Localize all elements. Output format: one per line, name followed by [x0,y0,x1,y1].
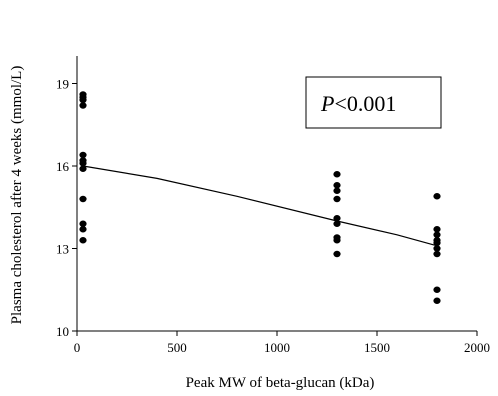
data-point [333,187,341,194]
data-point [333,237,341,244]
x-tick-label: 1000 [264,340,290,355]
p-value-annotation: P<0.001 [320,91,396,116]
data-point [433,250,441,258]
data-point [333,171,341,178]
axes: 10 13 16 19 0 500 1000 1500 2000 [56,56,490,355]
y-tick-label: 16 [56,159,70,174]
x-axis-title: Peak MW of beta-glucan (kDa) [186,375,375,391]
trend-line [82,165,438,247]
trend-line-group [82,165,438,247]
data-point [433,286,441,293]
data-point [79,96,87,104]
data-point [433,231,441,238]
data-point [79,151,87,159]
x-tick-label: 500 [167,340,187,355]
p-value-italic: P [320,91,334,116]
y-tick-label: 19 [56,77,69,92]
data-point [433,226,441,233]
data-point [79,102,87,109]
data-point [333,182,341,189]
data-point [433,239,441,247]
data-points [79,91,441,304]
data-point [333,220,341,227]
data-point [79,195,87,203]
data-point [433,193,441,200]
y-tick-label: 10 [56,324,69,339]
annotation-box: P<0.001 [305,76,442,129]
x-tick-label: 1500 [364,340,390,355]
data-point [79,165,87,172]
data-point [333,195,341,203]
data-point [333,215,341,222]
x-tick-label: 2000 [464,340,490,355]
data-point [79,237,87,244]
data-point [333,250,341,258]
data-point [79,160,87,167]
data-point [79,226,87,233]
data-point [433,245,441,252]
data-point [79,220,87,227]
annotation-frame [305,76,442,129]
y-axis-title: Plasma cholesterol after 4 weeks (mmol/L… [9,66,25,325]
data-point [433,297,441,304]
x-tick-label: 0 [74,340,81,355]
y-tick-label: 13 [56,242,69,257]
p-value-threshold: <0.001 [334,91,396,116]
